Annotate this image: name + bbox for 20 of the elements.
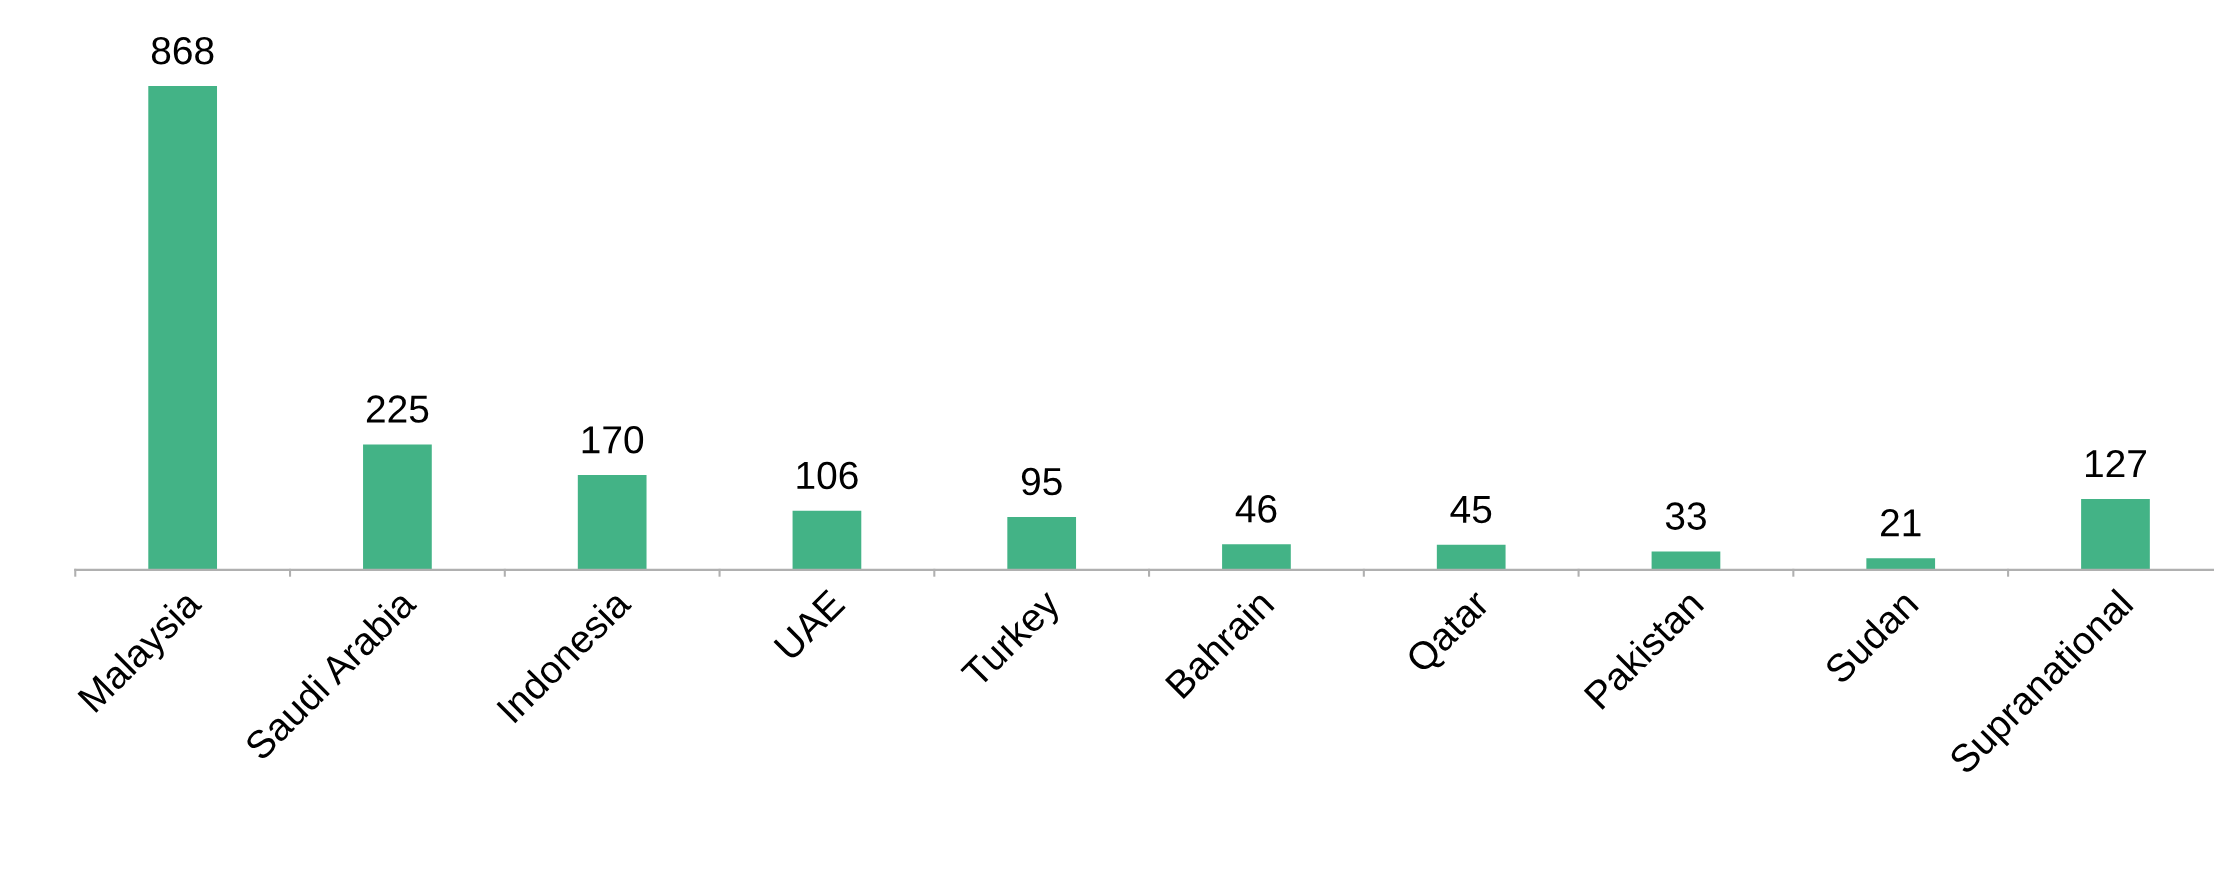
bar bbox=[2081, 499, 2150, 570]
bar bbox=[1222, 544, 1291, 570]
bar bbox=[148, 86, 218, 570]
bar bbox=[1866, 558, 1936, 570]
bar bbox=[1651, 551, 1721, 570]
data-label: 46 bbox=[1235, 495, 1277, 523]
bar bbox=[792, 510, 862, 570]
data-label: 21 bbox=[1881, 509, 1921, 537]
data-label: 225 bbox=[366, 395, 429, 423]
data-label: 106 bbox=[797, 461, 858, 490]
bar bbox=[1007, 516, 1077, 570]
data-label: 33 bbox=[1665, 502, 1706, 530]
bar bbox=[1436, 544, 1506, 570]
bar bbox=[363, 444, 432, 570]
bar bbox=[577, 475, 647, 570]
data-label: 45 bbox=[1450, 496, 1492, 524]
data-label: 868 bbox=[151, 36, 214, 65]
data-label: 95 bbox=[1021, 467, 1062, 496]
data-label: 170 bbox=[582, 425, 644, 454]
data-label: 127 bbox=[2086, 449, 2146, 478]
